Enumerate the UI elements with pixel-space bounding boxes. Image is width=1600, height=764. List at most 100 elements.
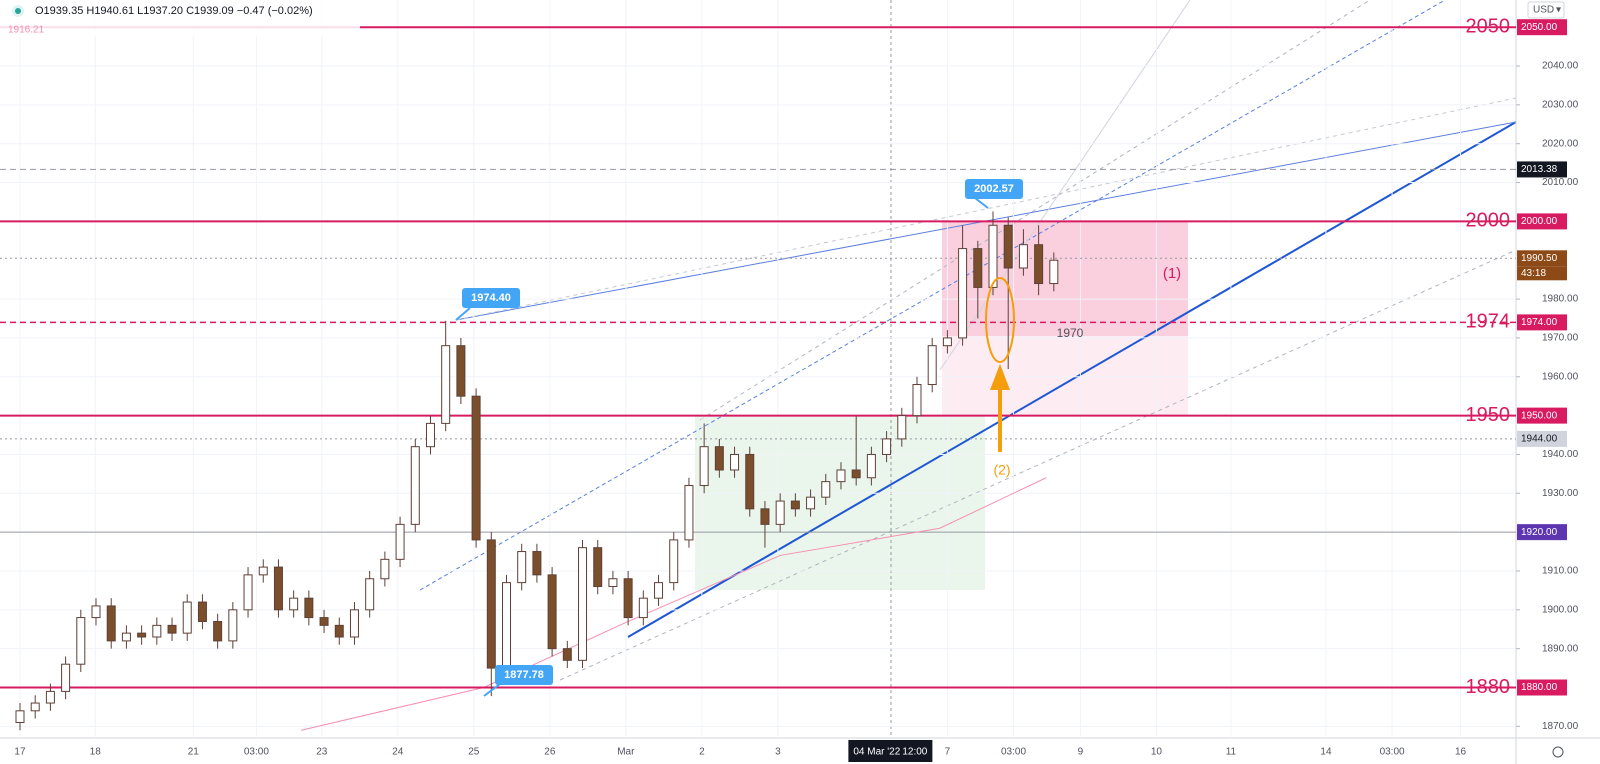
candle-body bbox=[182, 601, 192, 634]
y-tick-label: 1980.00 bbox=[1542, 294, 1579, 305]
candle-body bbox=[775, 500, 785, 525]
candle-body bbox=[988, 224, 998, 288]
candle-body bbox=[562, 648, 572, 661]
price-tag-label: 2000.00 bbox=[1521, 216, 1558, 227]
currency-button[interactable] bbox=[1527, 1, 1565, 19]
price-tag bbox=[1517, 430, 1567, 447]
y-tick-label: 2030.00 bbox=[1542, 100, 1579, 111]
x-tick-label: 3 bbox=[775, 747, 781, 758]
price-tag bbox=[1517, 250, 1567, 267]
y-tick-label: 1970.00 bbox=[1542, 333, 1579, 344]
header-bg bbox=[0, 0, 360, 36]
price-tag-label: 2050.00 bbox=[1521, 22, 1558, 33]
y-tick-label: 1870.00 bbox=[1542, 721, 1579, 732]
price-tag bbox=[1517, 407, 1567, 424]
price-tag-label: 1920.00 bbox=[1521, 527, 1558, 538]
candle-body bbox=[167, 624, 177, 634]
candle-body bbox=[1034, 244, 1044, 285]
candle-body bbox=[973, 248, 983, 288]
callout-box bbox=[462, 288, 520, 308]
candle-body bbox=[714, 446, 724, 471]
candle-body bbox=[106, 605, 116, 642]
x-tick-label: 03:00 bbox=[1380, 747, 1405, 758]
candle-body bbox=[334, 624, 344, 638]
candle-body bbox=[152, 624, 162, 638]
fib-line bbox=[939, 0, 1191, 371]
key-level-label: 1950 bbox=[1466, 404, 1511, 426]
candle-body bbox=[1049, 259, 1059, 285]
x-tick-label: 23 bbox=[316, 747, 328, 758]
candle-body bbox=[15, 710, 25, 723]
callout-box bbox=[495, 665, 553, 685]
ohlc-header: O1939.35 H1940.61 L1937.20 C1939.09 −0.4… bbox=[35, 5, 313, 17]
y-tick-label: 1940.00 bbox=[1542, 449, 1579, 460]
crosshair-time: 12:00 bbox=[902, 747, 927, 758]
x-tick-label: 2 bbox=[699, 747, 705, 758]
crosshair-date: 04 Mar '22 bbox=[853, 747, 900, 758]
price-tag bbox=[1517, 679, 1567, 696]
price-tag bbox=[1517, 19, 1567, 36]
candle-body bbox=[349, 609, 359, 638]
candle-body bbox=[456, 345, 466, 397]
x-tick-label: 24 bbox=[392, 747, 404, 758]
candle-body bbox=[821, 481, 831, 498]
target-zone bbox=[942, 221, 1188, 336]
candle-body bbox=[425, 422, 435, 448]
candle-body bbox=[927, 345, 937, 386]
candle-body bbox=[243, 574, 253, 611]
candle-body bbox=[684, 485, 694, 541]
candle-body bbox=[471, 395, 481, 541]
x-tick-label: 14 bbox=[1320, 747, 1332, 758]
callout-pointer bbox=[455, 307, 471, 321]
candle-body bbox=[517, 551, 527, 584]
price-tag-label: 1990.50 bbox=[1521, 253, 1558, 264]
candle-body bbox=[1003, 224, 1013, 269]
price-tag bbox=[1517, 524, 1567, 541]
candle-body bbox=[441, 345, 451, 424]
candle-body bbox=[654, 582, 664, 599]
settings-icon[interactable] bbox=[1552, 746, 1564, 758]
candle-body bbox=[699, 446, 709, 487]
y-tick-label: 1890.00 bbox=[1542, 643, 1579, 654]
candle-body bbox=[593, 547, 603, 588]
candle-body bbox=[638, 597, 648, 619]
y-tick-label: 1930.00 bbox=[1542, 488, 1579, 499]
currency-caret: ▾ bbox=[1556, 5, 1561, 16]
callout-pointer bbox=[483, 683, 501, 697]
x-tick-label: 21 bbox=[188, 747, 200, 758]
candle-body bbox=[228, 609, 238, 642]
candle-body bbox=[410, 446, 420, 525]
price-tag-label: 1944.00 bbox=[1521, 434, 1558, 445]
x-tick-label: 03:00 bbox=[1001, 747, 1026, 758]
candle-body bbox=[45, 690, 55, 704]
x-tick-label: 17 bbox=[14, 747, 26, 758]
candle-body bbox=[958, 248, 968, 339]
annotation: (1) bbox=[1163, 265, 1181, 282]
price-tag bbox=[1517, 213, 1567, 230]
candle-body bbox=[61, 663, 71, 692]
candle-body bbox=[121, 632, 131, 642]
candle-body bbox=[882, 438, 892, 455]
candle-body bbox=[319, 617, 329, 626]
callout-box bbox=[965, 179, 1023, 199]
price-tag-label: 1974.00 bbox=[1521, 317, 1558, 328]
price-tag bbox=[1517, 161, 1567, 178]
subheader: 1916.21 bbox=[8, 25, 45, 36]
y-tick-label: 2040.00 bbox=[1542, 61, 1579, 72]
callout-pointer bbox=[974, 197, 989, 209]
price-tag bbox=[1517, 314, 1567, 331]
y-tick-label: 2010.00 bbox=[1542, 177, 1579, 188]
y-tick-label: 1900.00 bbox=[1542, 604, 1579, 615]
candle-body bbox=[365, 578, 375, 611]
target-zone-lower bbox=[942, 336, 1188, 415]
candle-body bbox=[213, 620, 223, 642]
x-tick-label: 03:00 bbox=[244, 747, 269, 758]
currency: USD bbox=[1533, 5, 1554, 16]
x-tick-label: 25 bbox=[468, 747, 480, 758]
channel-line bbox=[419, 0, 1446, 591]
candle-body bbox=[380, 558, 390, 580]
candle-body bbox=[1018, 244, 1028, 269]
price-tag-sub bbox=[1517, 266, 1567, 281]
fib-line bbox=[559, 249, 1517, 681]
